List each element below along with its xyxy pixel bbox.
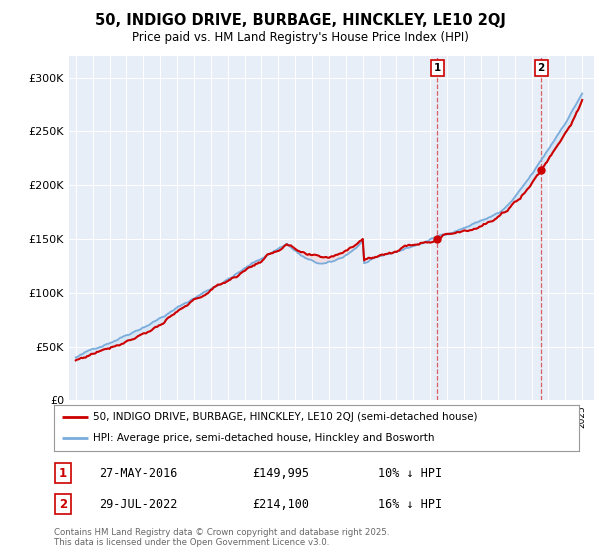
Text: £149,995: £149,995 [252,466,309,480]
Text: 2: 2 [538,63,545,73]
Text: 2: 2 [59,497,67,511]
Text: HPI: Average price, semi-detached house, Hinckley and Bosworth: HPI: Average price, semi-detached house,… [94,433,435,444]
Text: 16% ↓ HPI: 16% ↓ HPI [378,497,442,511]
Text: 50, INDIGO DRIVE, BURBAGE, HINCKLEY, LE10 2QJ: 50, INDIGO DRIVE, BURBAGE, HINCKLEY, LE1… [95,13,505,29]
Text: 29-JUL-2022: 29-JUL-2022 [99,497,178,511]
Text: 1: 1 [434,63,441,73]
Text: 27-MAY-2016: 27-MAY-2016 [99,466,178,480]
Text: 50, INDIGO DRIVE, BURBAGE, HINCKLEY, LE10 2QJ (semi-detached house): 50, INDIGO DRIVE, BURBAGE, HINCKLEY, LE1… [94,412,478,422]
Text: £214,100: £214,100 [252,497,309,511]
Text: Contains HM Land Registry data © Crown copyright and database right 2025.
This d: Contains HM Land Registry data © Crown c… [54,528,389,547]
Text: 1: 1 [59,466,67,480]
Text: 10% ↓ HPI: 10% ↓ HPI [378,466,442,480]
Text: Price paid vs. HM Land Registry's House Price Index (HPI): Price paid vs. HM Land Registry's House … [131,31,469,44]
